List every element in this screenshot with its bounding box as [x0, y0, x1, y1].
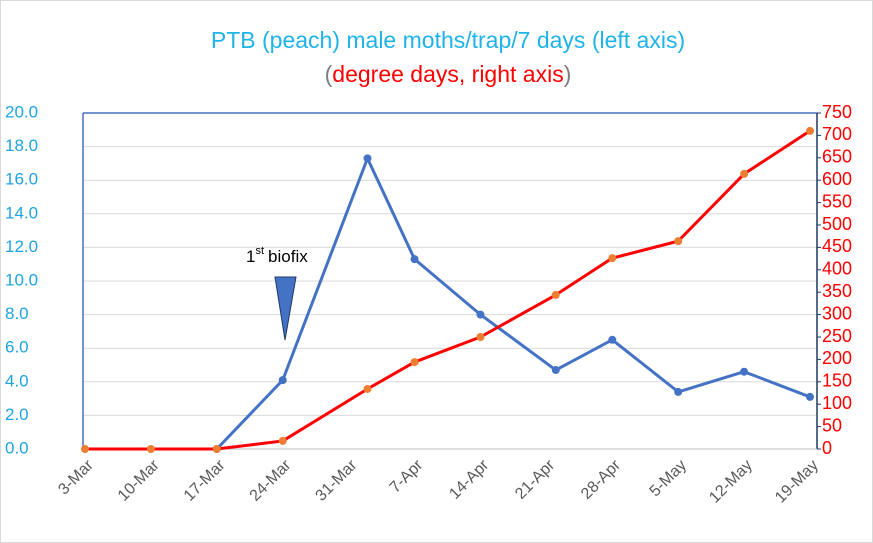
- y2-tick-label: 650: [822, 147, 852, 167]
- point: [476, 333, 485, 341]
- point: [410, 358, 419, 367]
- subtitle-text: degree days, right axis: [332, 61, 563, 87]
- y-tick-label: 10.0: [5, 270, 38, 289]
- point: [674, 237, 683, 246]
- y-tick-label: 0.0: [5, 438, 29, 457]
- y2-tick-label: 700: [822, 124, 852, 144]
- y2-tick-label: 0: [822, 438, 832, 458]
- y-tick-label: 4.0: [5, 371, 29, 390]
- paren: ): [564, 61, 572, 87]
- chart-subtitle: (degree days, right axis): [325, 61, 572, 87]
- point: [740, 169, 749, 178]
- annotation-suffix: st: [255, 245, 264, 257]
- point: [410, 255, 419, 264]
- y2-tick-label: 250: [822, 326, 852, 346]
- y-tick-label: 12.0: [5, 237, 38, 256]
- point: [674, 387, 683, 396]
- y-tick-label: 14.0: [5, 203, 38, 222]
- point: [806, 126, 814, 135]
- paren: (: [325, 61, 333, 87]
- annotation: 1st biofix: [246, 245, 308, 267]
- point: [363, 384, 372, 393]
- point: [212, 445, 221, 453]
- y-tick-label: 8.0: [5, 304, 29, 323]
- point: [551, 290, 560, 299]
- series-line: [215, 156, 811, 451]
- point: [146, 445, 155, 453]
- y-tick-label: 6.0: [5, 338, 29, 357]
- point: [278, 376, 287, 385]
- point: [608, 254, 617, 263]
- point: [608, 335, 617, 344]
- point: [740, 367, 749, 376]
- point: [806, 392, 814, 401]
- biofix-marker: [274, 276, 297, 341]
- y2-tick-label: 600: [822, 169, 852, 189]
- y-tick-label: 18.0: [5, 136, 38, 155]
- y-tick-label: 2.0: [5, 405, 29, 424]
- annotation-text: biofix: [268, 247, 308, 266]
- y2-tick-label: 500: [822, 214, 852, 234]
- point: [551, 366, 560, 375]
- y-tick-label: 20.0: [5, 102, 38, 121]
- y2-tick-label: 50: [822, 415, 842, 435]
- point: [363, 154, 372, 163]
- y2-tick-label: 450: [822, 236, 852, 256]
- chart-title: PTB (peach) male moths/trap/7 days (left…: [211, 27, 685, 53]
- series-line: [85, 129, 811, 451]
- y2-tick-label: 550: [822, 191, 852, 211]
- y-tick-label: 16.0: [5, 170, 38, 189]
- y2-tick-label: 300: [822, 303, 852, 323]
- y2-tick-label: 100: [822, 393, 852, 413]
- point: [476, 310, 485, 319]
- y2-tick-label: 200: [822, 348, 852, 368]
- y2-tick-label: 750: [822, 102, 852, 122]
- y2-tick-label: 350: [822, 281, 852, 301]
- point: [278, 436, 287, 445]
- y2-tick-label: 400: [822, 259, 852, 279]
- y2-tick-label: 150: [822, 371, 852, 391]
- point: [81, 445, 89, 453]
- annotation-number: 1: [246, 247, 255, 266]
